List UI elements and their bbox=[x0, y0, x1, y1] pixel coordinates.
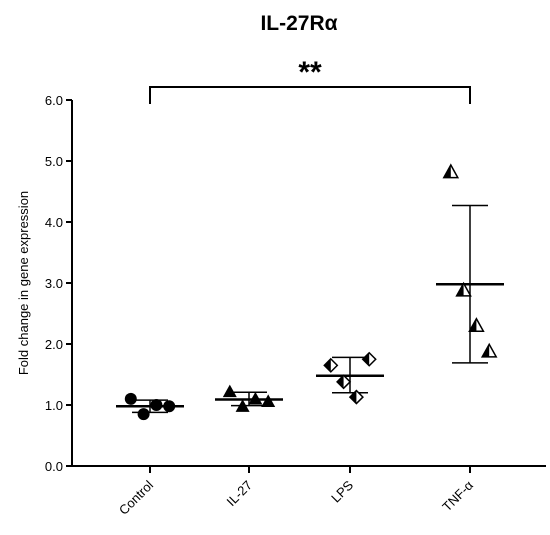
data-point bbox=[163, 400, 176, 413]
significance-line bbox=[149, 86, 471, 104]
error-bars bbox=[116, 204, 504, 414]
significance-bracket: ** bbox=[149, 56, 471, 104]
data-point bbox=[468, 317, 485, 333]
data-point bbox=[480, 342, 498, 358]
data-point bbox=[150, 399, 163, 411]
data-point bbox=[455, 281, 472, 297]
y-ticks: 0.0 1.0 2.0 3.0 4.0 5.0 6.0 bbox=[45, 93, 72, 474]
data-points bbox=[124, 163, 498, 421]
y-tick-label: 0.0 bbox=[45, 459, 63, 474]
x-tick-label: Control bbox=[116, 477, 156, 517]
y-tick-label: 4.0 bbox=[45, 215, 63, 230]
data-point bbox=[124, 392, 137, 405]
x-tick-label: LPS bbox=[328, 477, 356, 505]
data-point bbox=[361, 351, 377, 367]
data-point bbox=[336, 374, 352, 390]
data-point bbox=[248, 391, 263, 405]
y-tick-label: 5.0 bbox=[45, 154, 63, 169]
data-point bbox=[323, 357, 339, 373]
x-ticks: Control IL-27 LPS TNF-α bbox=[116, 466, 476, 518]
y-tick-label: 6.0 bbox=[45, 93, 63, 108]
y-axis-label: Fold change in gene expression bbox=[16, 191, 31, 375]
x-tick-label: TNF-α bbox=[439, 477, 476, 514]
y-tick-label: 3.0 bbox=[45, 276, 63, 291]
significance-label: ** bbox=[298, 56, 322, 89]
y-tick-label: 2.0 bbox=[45, 337, 63, 352]
data-point bbox=[222, 384, 237, 398]
data-point bbox=[348, 389, 364, 405]
data-point bbox=[261, 394, 276, 407]
data-point bbox=[442, 163, 460, 179]
chart-title: IL-27Rα bbox=[260, 12, 337, 35]
x-tick-label: IL-27 bbox=[224, 478, 256, 510]
data-point bbox=[235, 399, 250, 412]
data-point bbox=[137, 408, 150, 421]
y-tick-label: 1.0 bbox=[45, 398, 63, 413]
